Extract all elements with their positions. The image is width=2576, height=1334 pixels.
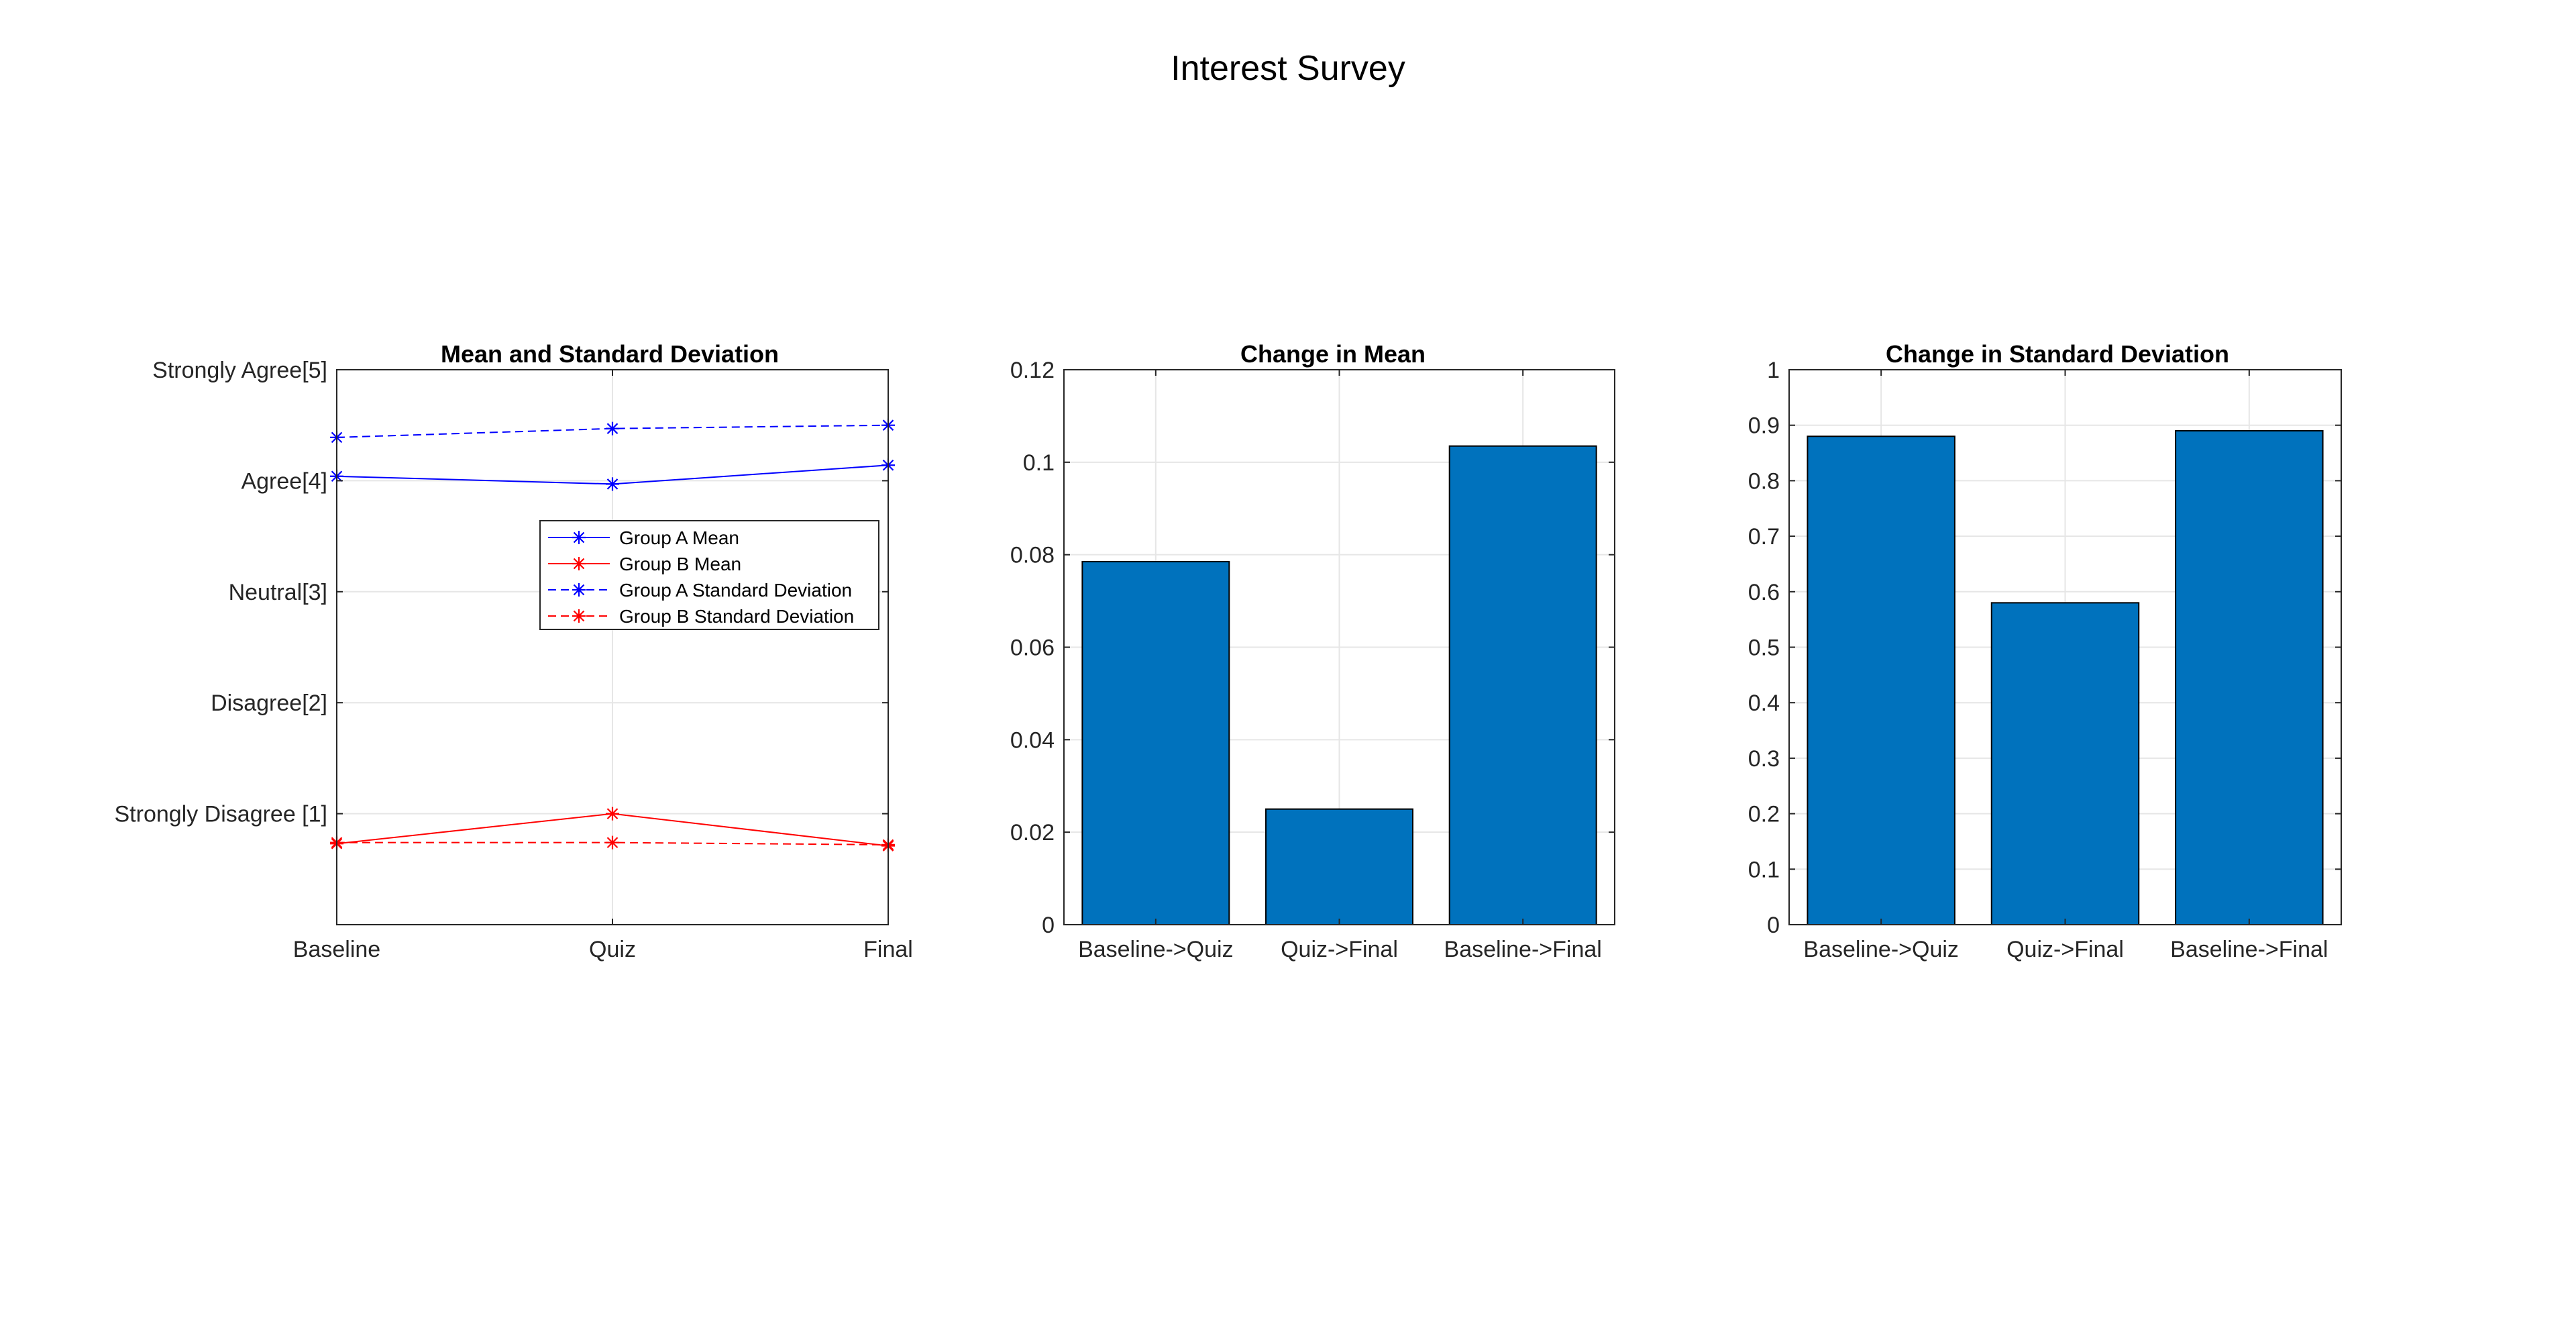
- y-tick-label: 0.04: [1010, 727, 1055, 753]
- chart-title: Mean and Standard Deviation: [441, 340, 779, 368]
- y-tick-label: 0.08: [1010, 543, 1055, 568]
- x-tick-label: Baseline->Final: [2170, 937, 2328, 962]
- y-tick-label: 0: [1767, 913, 1780, 938]
- y-tick-label: Strongly Agree[5]: [152, 358, 327, 383]
- x-tick-label: Quiz->Final: [2006, 937, 2124, 962]
- x-tick-label: Baseline->Final: [1444, 937, 1602, 962]
- bar: [1265, 808, 1413, 926]
- legend-box: [539, 520, 879, 630]
- y-tick-label: 0.06: [1010, 635, 1055, 661]
- y-tick-label: 1: [1767, 358, 1780, 383]
- bar: [1448, 445, 1597, 925]
- y-tick-label: 0.02: [1010, 820, 1055, 845]
- legend-entry-label: Group B Mean: [619, 554, 741, 574]
- bar: [2175, 429, 2324, 925]
- y-tick-label: 0.1: [1748, 857, 1780, 882]
- legend-marker: [572, 557, 586, 570]
- x-tick-label: Baseline->Quiz: [1803, 937, 1959, 962]
- x-tick-label: Quiz: [589, 937, 636, 962]
- y-tick-label: 0.7: [1748, 524, 1780, 550]
- data-point: [606, 807, 619, 821]
- legend-marker: [572, 583, 586, 597]
- bar: [1990, 602, 2140, 926]
- y-tick-label: Agree[4]: [241, 468, 327, 494]
- legend-entry-label: Group A Mean: [619, 527, 739, 548]
- y-tick-label: 0.6: [1748, 580, 1780, 605]
- data-point: [606, 477, 619, 491]
- y-tick-label: 0.2: [1748, 802, 1780, 827]
- line-chart-mean-std: Strongly Disagree [1] Disagree[2] Neutral[…: [115, 340, 913, 962]
- data-point: [606, 421, 619, 435]
- legend-entry-label: Group B Standard Deviation: [619, 606, 854, 627]
- legend-entry-label: Group A Standard Deviation: [619, 580, 852, 601]
- y-tick-label: 0: [1042, 913, 1055, 938]
- y-tick-label: 0.8: [1748, 468, 1780, 494]
- legend-marker: [572, 609, 586, 623]
- y-tick-label: 0.12: [1010, 358, 1055, 383]
- chart-title: Change in Mean: [1240, 340, 1426, 368]
- y-tick-label: 0.4: [1748, 690, 1780, 716]
- y-tick-label: 0.1: [1023, 450, 1055, 476]
- chart-title: Change in Standard Deviation: [1886, 340, 2229, 368]
- y-tick-label: 0.9: [1748, 413, 1780, 439]
- x-tick-label: Final: [863, 937, 913, 962]
- y-tick-label: 0.3: [1748, 746, 1780, 772]
- figure-title: Interest Survey: [1171, 49, 1405, 88]
- bar-chart-change-in-std: 0 0.1 0.2 0.3 0.4 0.5 0.6 0.7 0.8 0.9 1 Baseline->Q…: [1748, 340, 2342, 962]
- y-tick-label: 0.5: [1748, 635, 1780, 661]
- x-tick-label: Quiz->Final: [1281, 937, 1398, 962]
- legend: Group A Mean Group B Mean Group A Standard…: [539, 520, 879, 630]
- y-tick-label: Neutral[3]: [229, 580, 327, 605]
- y-tick-label: Disagree[2]: [211, 690, 327, 716]
- x-tick-label: Baseline: [293, 937, 380, 962]
- bar: [1807, 435, 1955, 925]
- bar-chart-change-in-mean: 0 0.02 0.04 0.06 0.08 0.1 0.12 Baseline->Quiz Qu…: [1010, 340, 1615, 962]
- series-line: [336, 424, 889, 438]
- bar: [1081, 561, 1230, 925]
- legend-marker: [572, 531, 586, 544]
- data-point: [606, 835, 619, 850]
- x-tick-label: Baseline->Quiz: [1078, 937, 1234, 962]
- y-tick-label: Strongly Disagree [1]: [115, 802, 328, 827]
